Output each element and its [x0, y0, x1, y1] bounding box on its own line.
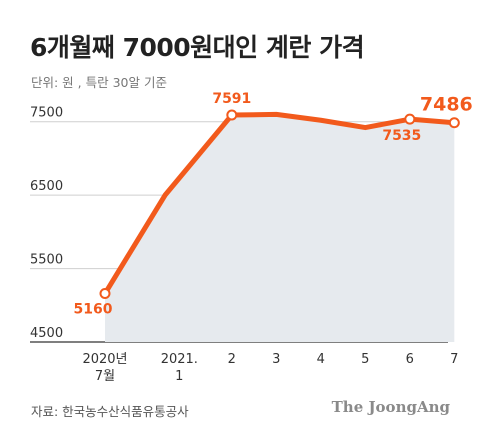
- x-tick-labels: 2020년 7월 2021. 1 2 3 4 5 6 7: [82, 352, 458, 384]
- publisher-logo: The JoongAng: [331, 398, 450, 416]
- data-label: 7535: [382, 128, 421, 144]
- data-marker: [99, 288, 111, 300]
- x-tick-label: 6: [406, 352, 414, 367]
- data-label: 7591: [212, 91, 251, 107]
- unit-note: 단위: 원 , 특란 30알 기준: [31, 75, 167, 90]
- y-tick-label: 4500: [30, 326, 63, 341]
- y-tick-label: 6500: [30, 179, 63, 194]
- data-labels: 5160 7591 7535 7486: [74, 91, 473, 318]
- data-marker: [226, 109, 238, 121]
- x-tick-label: 4: [317, 352, 325, 367]
- x-tick-label: 2: [228, 352, 236, 367]
- x-tick-label: 5: [361, 352, 369, 367]
- x-tick-label: 7: [450, 352, 458, 367]
- data-marker: [404, 113, 416, 125]
- x-tick-label: 1: [175, 369, 183, 384]
- x-tick-label: 2020년: [82, 352, 127, 367]
- x-tick-label: 2021.: [161, 352, 198, 367]
- data-label-latest: 7486: [420, 94, 473, 116]
- y-tick-labels: 4500 5500 6500 7500: [30, 106, 63, 341]
- x-tick-label: 3: [272, 352, 280, 367]
- data-marker: [448, 117, 460, 129]
- y-tick-label: 5500: [30, 253, 63, 268]
- x-tick-label: 7월: [95, 369, 115, 384]
- price-line: [102, 111, 457, 297]
- chart-title: 6개월째 7000원대인 계란 가격: [30, 33, 365, 62]
- y-tick-label: 7500: [30, 106, 63, 121]
- area-fill: [105, 114, 455, 342]
- data-markers: [99, 109, 460, 300]
- data-label: 5160: [74, 302, 113, 318]
- source-note: 자료: 한국농수산식품유통공사: [31, 404, 189, 419]
